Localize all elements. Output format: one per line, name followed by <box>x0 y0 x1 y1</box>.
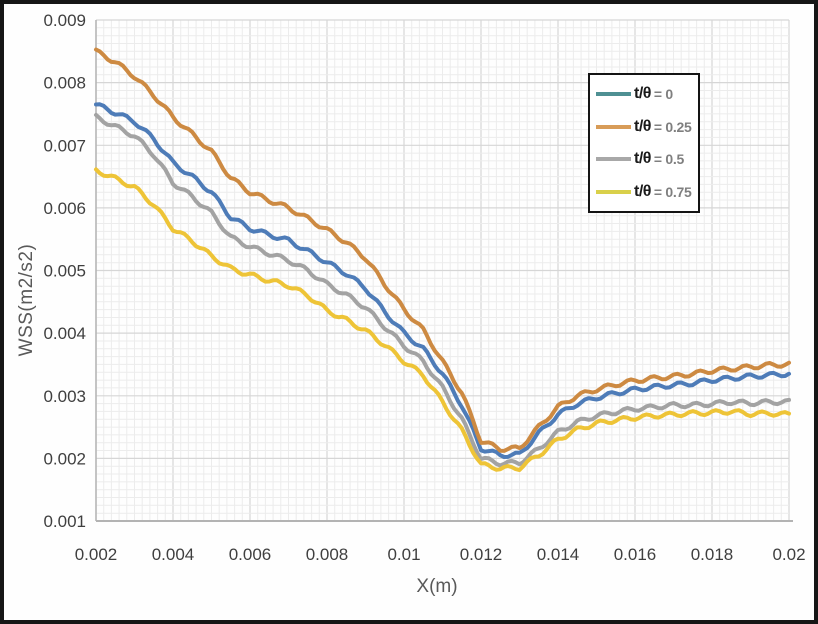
x-tick-label: 0.016 <box>614 545 657 564</box>
legend: t/θ = 0 t/θ = 0.25 t/θ = 0.5 t/θ = 0.75 <box>588 73 700 213</box>
legend-swatch <box>596 189 631 194</box>
series-line-2 <box>94 112 791 468</box>
series-line-1 <box>94 47 791 453</box>
legend-label-prefix: t/θ <box>634 117 651 135</box>
legend-label-prefix: t/θ <box>634 150 651 168</box>
y-tick-label: 0.007 <box>43 136 86 155</box>
legend-label-prefix: t/θ <box>634 182 651 200</box>
legend-label-prefix: t/θ <box>634 85 651 103</box>
x-axis-title: X(m) <box>416 576 457 597</box>
x-tick-label: 0.012 <box>460 545 503 564</box>
series-line-3 <box>94 167 791 472</box>
y-tick-label: 0.001 <box>43 512 86 531</box>
y-axis-title: WSS(m2/s2) <box>16 244 37 357</box>
y-tick-label: 0.002 <box>43 449 86 468</box>
legend-item-3: t/θ = 0.75 <box>596 183 698 201</box>
y-tick-label: 0.003 <box>43 387 86 406</box>
series-lines <box>94 47 791 472</box>
y-tick-label: 0.004 <box>43 324 86 343</box>
x-tick-label: 0.006 <box>229 545 272 564</box>
x-tick-label: 0.01 <box>387 545 420 564</box>
legend-label-value: = 0.75 <box>653 183 692 200</box>
y-tick-label: 0.005 <box>43 262 86 281</box>
x-tick-label: 0.018 <box>691 545 734 564</box>
x-tick-label: 0.002 <box>75 545 118 564</box>
legend-item-0: t/θ = 0 <box>596 85 698 103</box>
legend-swatch <box>596 124 631 129</box>
x-tick-label: 0.004 <box>152 545 195 564</box>
y-tick-label: 0.008 <box>43 74 86 93</box>
x-tick-label: 0.008 <box>306 545 349 564</box>
legend-item-1: t/θ = 0.25 <box>596 118 698 136</box>
x-tick-label: 0.014 <box>537 545 580 564</box>
legend-label-value: = 0.5 <box>653 151 684 168</box>
tick-labels: 0.002 0.004 0.006 0.008 0.01 0.012 0.014 0.016 0… <box>43 11 805 564</box>
y-tick-label: 0.006 <box>43 199 86 218</box>
legend-swatch <box>596 157 631 162</box>
y-tick-label: 0.009 <box>43 11 86 30</box>
x-tick-label: 0.02 <box>772 545 805 564</box>
legend-swatch <box>596 92 631 97</box>
series-line-0 <box>94 102 791 459</box>
legend-label-value: = 0 <box>653 86 673 103</box>
legend-item-2: t/θ = 0.5 <box>596 150 698 168</box>
legend-label-value: = 0.25 <box>653 118 692 135</box>
